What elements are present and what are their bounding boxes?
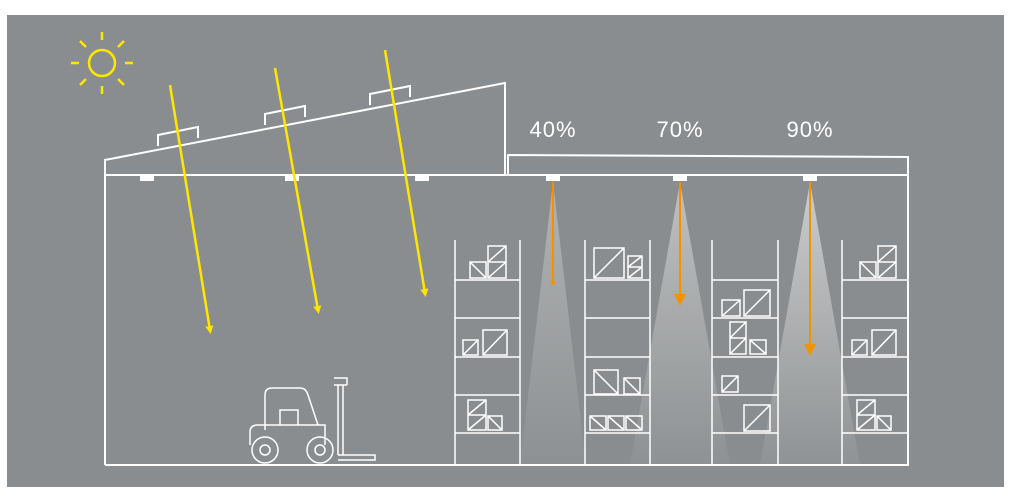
sun-rays bbox=[168, 49, 429, 334]
percent-labels: 40% 70% 90% bbox=[529, 117, 833, 142]
shelves bbox=[454, 240, 909, 465]
forklift bbox=[249, 377, 376, 464]
sun bbox=[71, 32, 133, 94]
lamp-label: 70% bbox=[656, 117, 703, 142]
lamp-label: 40% bbox=[529, 117, 576, 142]
lamp-arrows bbox=[551, 182, 816, 356]
lamp-label: 90% bbox=[786, 117, 833, 142]
building bbox=[104, 81, 909, 466]
